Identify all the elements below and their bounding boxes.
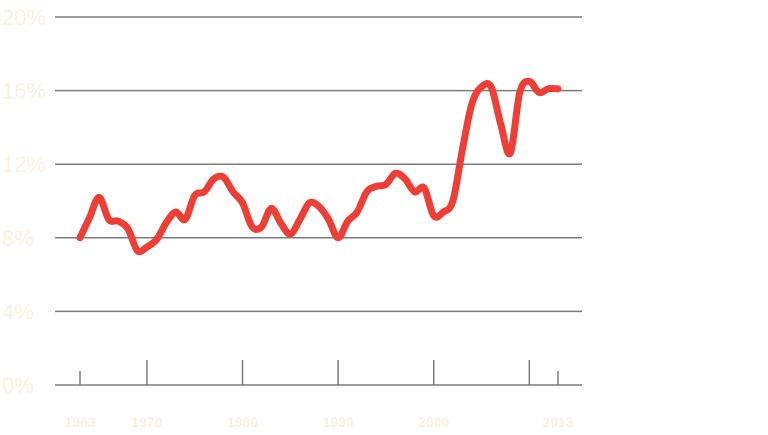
y-tick-label-0: 0% bbox=[2, 373, 34, 398]
y-tick-label-20: 20% bbox=[2, 5, 46, 30]
y-tick-label-12: 12% bbox=[2, 152, 46, 177]
data-point-1970 bbox=[145, 245, 149, 249]
data-point-1969 bbox=[135, 249, 139, 253]
data-point-1998 bbox=[413, 190, 417, 194]
x-axis bbox=[55, 360, 582, 386]
data-point-2009 bbox=[518, 90, 522, 94]
x-tick-label-2000: 2000 bbox=[418, 414, 449, 430]
data-point-2004 bbox=[470, 101, 474, 105]
series-layer bbox=[76, 77, 562, 256]
y-tick-label-16: 16% bbox=[2, 79, 46, 104]
y-tick-labels: 0% 4% 8% 12% 16% 20% bbox=[2, 5, 46, 398]
data-point-1974 bbox=[183, 217, 187, 221]
data-point-1992 bbox=[355, 210, 359, 214]
data-point-2011 bbox=[537, 90, 541, 94]
data-point-2007 bbox=[499, 122, 503, 126]
data-point-1987 bbox=[307, 201, 311, 205]
data-point-1989 bbox=[327, 217, 331, 221]
y-tick-label-8: 8% bbox=[2, 226, 34, 251]
data-point-1966 bbox=[107, 217, 111, 221]
data-point-1965 bbox=[97, 195, 101, 199]
data-point-2010 bbox=[527, 79, 531, 83]
x-tick-label-2013: 2013 bbox=[542, 414, 573, 430]
grid-layer bbox=[55, 16, 582, 313]
data-point-1976 bbox=[202, 190, 206, 194]
data-point-1964 bbox=[88, 216, 92, 220]
data-point-1967 bbox=[116, 219, 120, 223]
data-point-2012 bbox=[546, 87, 550, 91]
data-point-1996 bbox=[393, 171, 397, 175]
data-point-1997 bbox=[403, 177, 407, 181]
x-tick-label-1963: 1963 bbox=[64, 414, 95, 430]
x-tick-label-1980: 1980 bbox=[227, 414, 258, 430]
data-point-1977 bbox=[212, 177, 216, 181]
data-point-1993 bbox=[365, 190, 369, 194]
data-point-1986 bbox=[298, 217, 302, 221]
data-point-1994 bbox=[374, 184, 378, 188]
data-point-2008 bbox=[508, 151, 512, 155]
data-point-2013 bbox=[556, 87, 560, 91]
data-point-1988 bbox=[317, 205, 321, 209]
data-point-2001 bbox=[441, 210, 445, 214]
data-point-1972 bbox=[164, 221, 168, 225]
x-tick-label-1970: 1970 bbox=[131, 414, 162, 430]
data-point-1991 bbox=[346, 219, 350, 223]
data-point-1980 bbox=[241, 201, 245, 205]
series-line-0 bbox=[76, 77, 562, 256]
data-point-1968 bbox=[126, 227, 130, 231]
y-tick-label-4: 4% bbox=[2, 299, 34, 324]
data-point-1984 bbox=[279, 221, 283, 225]
data-point-1981 bbox=[250, 225, 254, 229]
x-tick-labels: 1963 1970 1980 1990 2000 2013 bbox=[64, 414, 573, 430]
data-point-2006 bbox=[489, 85, 493, 89]
data-point-1983 bbox=[269, 206, 273, 210]
data-point-1973 bbox=[174, 210, 178, 214]
data-point-2000 bbox=[432, 214, 436, 218]
data-point-2003 bbox=[460, 147, 464, 151]
data-point-1982 bbox=[260, 225, 264, 229]
x-tick-label-1990: 1990 bbox=[323, 414, 354, 430]
data-point-1979 bbox=[231, 190, 235, 194]
data-point-2002 bbox=[451, 199, 455, 203]
data-point-1963 bbox=[78, 236, 82, 240]
data-point-1985 bbox=[288, 232, 292, 236]
data-point-1975 bbox=[193, 193, 197, 197]
data-point-1990 bbox=[336, 236, 340, 240]
data-point-1999 bbox=[422, 186, 426, 190]
data-point-1978 bbox=[221, 175, 225, 179]
data-point-2005 bbox=[480, 85, 484, 89]
data-point-1971 bbox=[154, 238, 158, 242]
data-point-1995 bbox=[384, 182, 388, 186]
